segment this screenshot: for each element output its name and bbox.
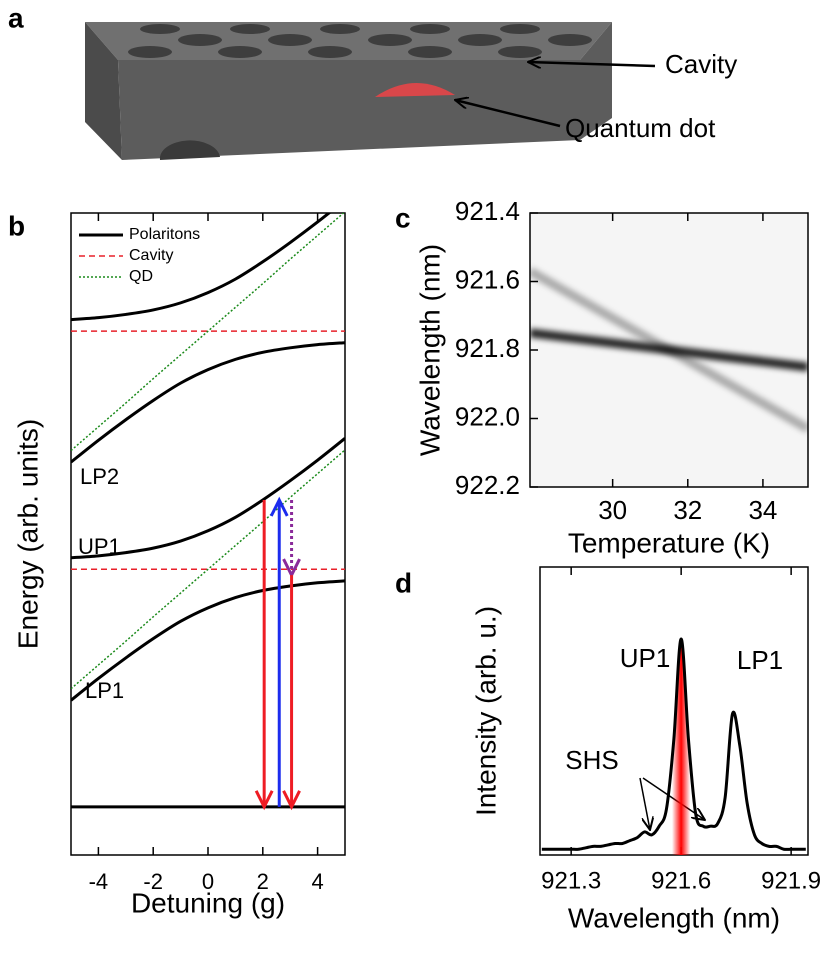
arrow <box>639 777 650 830</box>
x-axis-label: Wavelength (nm) <box>568 902 780 933</box>
x-tick-label: 32 <box>673 495 702 525</box>
x-tick-label: -4 <box>89 869 109 894</box>
y-axis-label: Intensity (arb. u.) <box>470 606 501 816</box>
y-tick-label: 922.2 <box>455 470 520 500</box>
arrow <box>528 62 656 66</box>
annotation: Quantum dot <box>565 113 716 143</box>
heatmap-traces <box>530 267 808 433</box>
heatmap-trace <box>530 267 808 433</box>
y-tick-label: 922.0 <box>455 401 520 431</box>
x-tick-label: 921.3 <box>541 867 601 894</box>
annotation: Cavity <box>665 49 737 79</box>
curve-label: LP1 <box>85 678 124 703</box>
y-axis-label: Energy (arb. units) <box>12 419 43 649</box>
x-axis-label: Temperature (K) <box>568 527 770 558</box>
cavity-slab <box>85 22 612 160</box>
spectrum-line <box>541 637 806 851</box>
x-tick-label: -2 <box>143 869 163 894</box>
panel-label: d <box>395 567 412 598</box>
curve-label: UP1 <box>78 534 121 559</box>
line <box>71 579 345 702</box>
curves <box>71 213 345 809</box>
x-axis-label: Detuning (g) <box>131 887 285 918</box>
x-tick-label: 4 <box>311 869 323 894</box>
legend-label: Cavity <box>129 247 173 264</box>
arrow-head <box>254 790 274 811</box>
y-axis-label: Wavelength (nm) <box>414 244 445 456</box>
panel-label: c <box>395 202 411 233</box>
x-tick-label: 30 <box>598 495 627 525</box>
legend-label: Polaritons <box>129 226 200 243</box>
line <box>71 437 345 560</box>
y-tick-label: 921.8 <box>455 333 520 363</box>
x-tick-label: 2 <box>257 869 269 894</box>
y-tick-label: 921.4 <box>455 196 520 226</box>
x-tick-label: 34 <box>748 495 777 525</box>
line <box>71 449 345 690</box>
panel-label: a <box>8 2 24 33</box>
line <box>71 341 345 464</box>
peak-label: SHS <box>565 745 618 775</box>
panel-label: b <box>8 210 25 241</box>
peak-label: UP1 <box>620 643 671 673</box>
x-tick-label: 921.6 <box>651 867 711 894</box>
x-tick-label: 0 <box>202 869 214 894</box>
arrow-head <box>282 790 301 811</box>
y-tick-label: 921.6 <box>455 264 520 294</box>
legend-label: QD <box>129 268 153 285</box>
x-tick-label: 921.9 <box>761 867 821 894</box>
line <box>71 213 332 322</box>
peak-label: LP1 <box>737 645 783 675</box>
line <box>71 213 345 452</box>
curve-label: LP2 <box>80 464 119 489</box>
arrow-head <box>269 496 289 517</box>
arrow <box>455 100 561 128</box>
